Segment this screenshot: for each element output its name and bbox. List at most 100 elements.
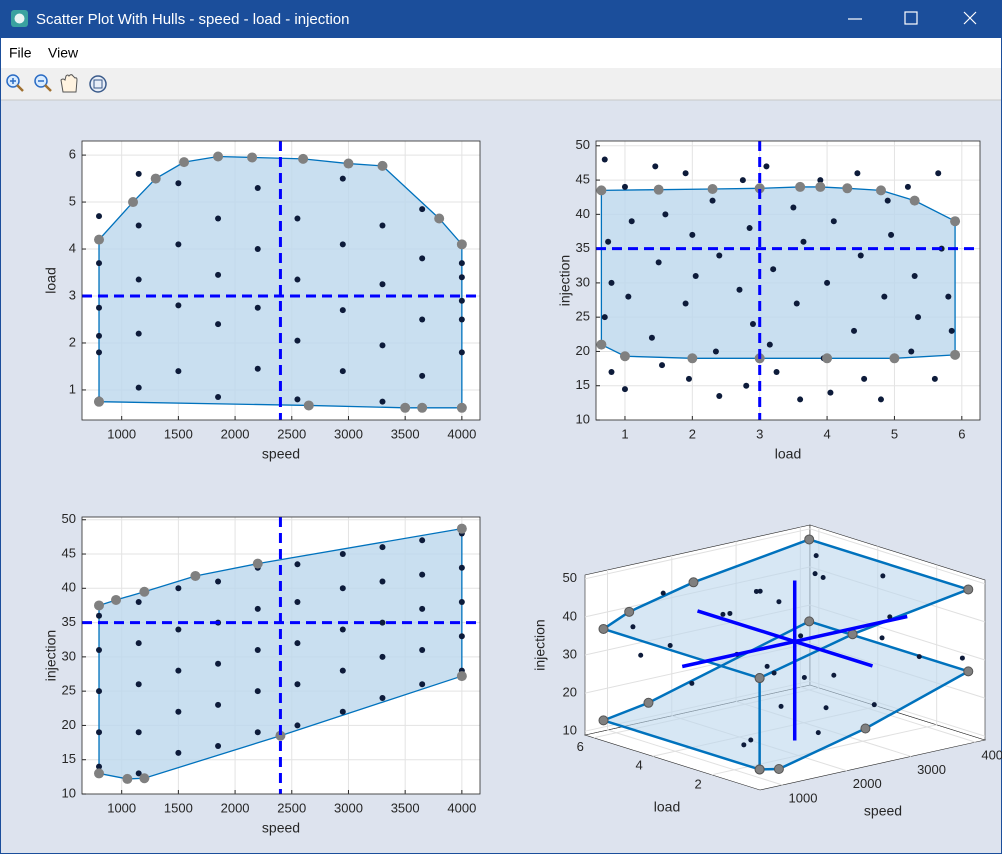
data-point [817,177,824,184]
hull-vertex [889,353,900,364]
data-point [797,396,804,403]
x-tick-label: 3 [756,426,763,441]
data-point [793,300,800,307]
hull-vertex [804,616,815,627]
hull-vertex [687,353,698,364]
data-point [830,218,837,225]
data-point [824,279,831,286]
y-tick-label: 15 [62,751,76,766]
data-point [458,564,465,571]
y-tick-label: 1 [69,381,76,396]
data-point [135,170,142,177]
hull-vertex [434,213,445,224]
app-icon [11,10,28,27]
data-point [135,770,142,777]
hull-vertex [377,160,388,171]
data-point [682,170,689,177]
y-tick-label: 15 [576,377,590,392]
rotate-button[interactable] [89,75,107,93]
x-axis-label: speed [262,446,300,462]
data-point [458,260,465,267]
data-point [96,260,103,267]
data-point [419,316,426,323]
y-axis-label: load [43,267,59,293]
zoom-out-button[interactable] [34,74,52,92]
x-tick-label: 6 [958,426,965,441]
data-point [294,276,301,283]
data-point [215,701,222,708]
title-bar [0,0,1002,38]
data-point [339,585,346,592]
close-button[interactable] [963,11,977,25]
data-point [685,375,692,382]
hull-vertex [456,523,467,534]
y-tick-label: 45 [576,172,590,187]
data-point [419,605,426,612]
y-tick-label: 25 [62,683,76,698]
data-point [887,614,893,620]
data-point [175,368,182,375]
data-point [771,670,777,676]
data-point [770,266,777,273]
x-tick-label: 1000 [107,800,136,815]
hull-vertex [179,157,190,168]
menu-item[interactable]: File [9,45,32,61]
hull-vertex [773,763,784,774]
hull-vertex [190,570,201,581]
data-point [904,183,911,190]
menu-item[interactable]: View [48,45,79,61]
hull-vertex [417,402,428,413]
data-point [621,386,628,393]
y-tick-label: 6 [577,739,584,754]
data-point [458,349,465,356]
data-point [753,588,759,594]
hull-vertex [653,184,664,195]
data-point [339,241,346,248]
data-point [215,660,222,667]
x-tick-label: 1 [621,426,628,441]
y-tick-label: 50 [576,137,590,152]
data-point [175,302,182,309]
data-point [254,184,261,191]
data-point [96,647,103,654]
hull-vertex [94,600,105,611]
data-point [621,183,628,190]
data-point [720,611,726,617]
data-point [175,585,182,592]
data-point [379,342,386,349]
data-point [254,688,261,695]
hull-vertex [754,673,765,684]
data-point [877,396,884,403]
maximize-button[interactable] [904,11,918,25]
hull-vertex [754,764,765,775]
axes: 1000 1500 2000 2500 3000 3500 4000 10 15 20 25 30 35… [43,511,481,836]
data-point [689,231,696,238]
zoom-in-button[interactable] [6,74,24,92]
z-tick-label: 50 [563,570,577,585]
y-tick-label: 4 [69,240,76,255]
data-point [215,321,222,328]
crosshair-y [696,609,874,668]
data-point [884,197,891,204]
x-tick-label: 3000 [917,762,946,777]
hull-vertex [247,152,258,163]
data-point [827,389,834,396]
axes-3d: 10 20 30 40 50 1000 2000 3000 4000 2 4 6 speed load in… [532,524,1002,819]
data-point [215,215,222,222]
hull-vertex [754,183,765,194]
hull-vertex [598,715,609,726]
hull-vertex [400,402,411,413]
data-point [419,571,426,578]
hull-vertex [963,584,974,595]
data-point [764,663,770,669]
data-point [881,293,888,300]
hull-vertex [94,396,105,407]
hull-vertex [795,181,806,192]
hull-vertex [950,349,961,360]
data-point [638,652,644,658]
pan-button[interactable] [60,74,78,93]
data-point [648,334,655,341]
data-point [379,281,386,288]
data-point [605,238,612,245]
hull [600,186,956,359]
